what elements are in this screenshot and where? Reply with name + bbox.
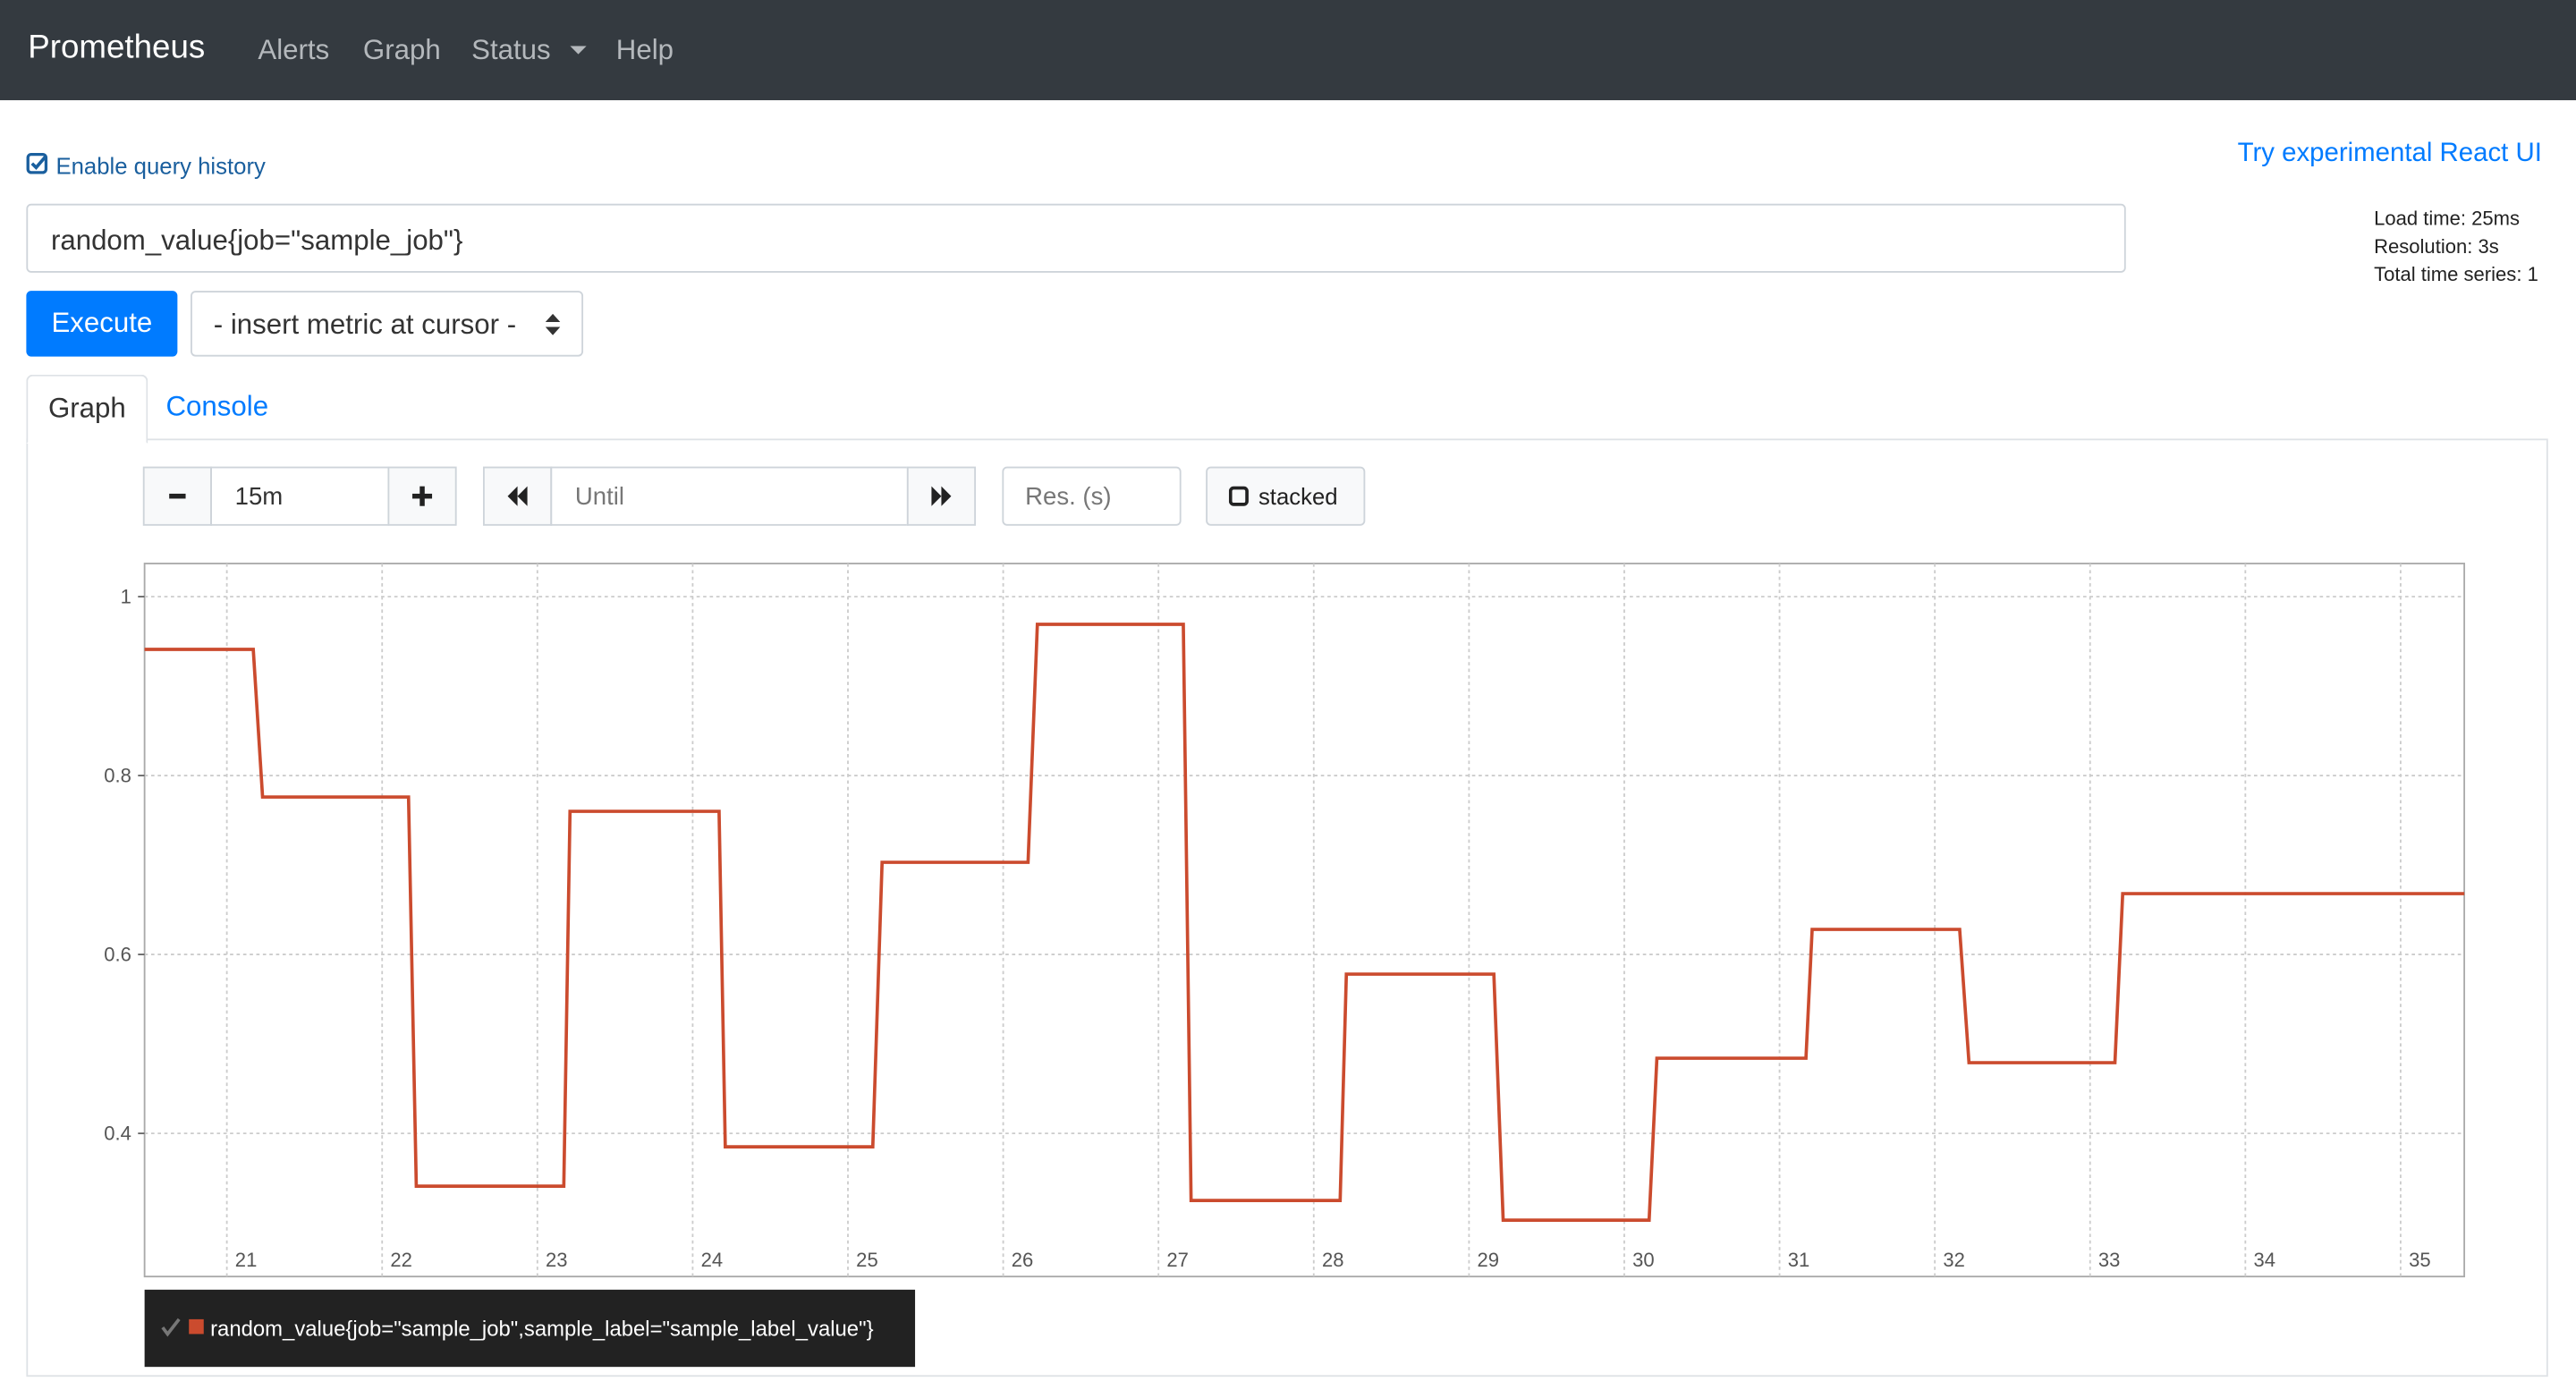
stat: Resolution: 3s [2374,234,2499,259]
graph-panel [26,438,2548,1377]
x-tick-label: 32 [1943,1249,1965,1271]
stacked-toggle[interactable]: stacked [1206,466,1366,526]
checkbox-icon [26,153,48,174]
stacked-label: stacked [1258,483,1338,510]
x-tick-label: 30 [1632,1249,1655,1271]
legend: random_value{job="sample_job",sample_lab… [144,1289,916,1368]
resolution-input[interactable]: Res. (s) [1002,466,1182,526]
x-tick-label: 23 [546,1249,568,1271]
query-history-toggle[interactable]: Enable query history [55,152,266,180]
nav-link[interactable]: Graph [362,34,441,66]
expression-input[interactable]: random_value{job="sample_job"} [26,203,2126,273]
x-tick-label: 35 [2409,1249,2431,1271]
brand[interactable]: Prometheus [28,30,206,66]
rewind-icon [507,486,528,506]
metric-select[interactable]: - insert metric at cursor - [191,291,584,357]
legend-swatch [189,1318,204,1335]
plus-icon [412,486,433,506]
nav-link[interactable]: Alerts [258,34,330,66]
x-tick-label: 21 [235,1249,258,1271]
x-tick-label: 29 [1478,1249,1500,1271]
y-tick-label: 0.6 [104,943,131,965]
x-tick-label: 28 [1322,1249,1344,1271]
select-arrows [545,313,561,335]
legend-check[interactable] [161,1318,181,1337]
x-tick-label: 27 [1166,1249,1189,1271]
dropdown-caret [570,46,587,55]
stat: Total time series: 1 [2374,262,2538,286]
until-input[interactable]: Until [550,466,909,526]
chart: 0.4 0.6 0.8 1 21 22 23 24 25 26 27 28 29 30 31 32 33 34 35 [104,563,2466,1278]
tab-active[interactable]: Graph [26,374,148,444]
legend-label[interactable]: random_value{job="sample_job",sample_lab… [210,1316,874,1341]
x-tick-label: 33 [2098,1249,2121,1271]
series-line [144,623,2465,1222]
stat: Load time: 25ms [2374,207,2521,231]
time-forward[interactable] [906,466,977,526]
plot-frame [143,563,2466,1278]
execute-button[interactable]: Execute [26,291,178,357]
navbar: Prometheus Alerts Graph Status Help [0,0,2576,101]
range-input[interactable]: 15m [210,466,390,526]
nav-link[interactable]: Help [615,34,674,66]
forward-icon [931,486,952,506]
x-tick-label: 25 [856,1249,878,1271]
range-decrease[interactable] [142,466,212,526]
x-tick-label: 31 [1788,1249,1810,1271]
x-tick-label: 34 [2254,1249,2276,1271]
y-tick-label: 0.8 [104,764,131,786]
time-back[interactable] [483,466,553,526]
range-increase[interactable] [387,466,457,526]
checkbox-icon [1228,486,1249,506]
y-tick-label: 1 [121,585,131,607]
x-tick-label: 22 [390,1249,412,1271]
x-tick-label: 24 [701,1249,724,1271]
nav-link[interactable]: Status [471,34,551,66]
x-tick-label: 26 [1012,1249,1034,1271]
minus-icon [169,493,186,499]
tab[interactable]: Console [165,391,269,423]
react-ui-link[interactable]: Try experimental React UI [2237,140,2542,168]
y-tick-label: 0.4 [104,1122,131,1144]
